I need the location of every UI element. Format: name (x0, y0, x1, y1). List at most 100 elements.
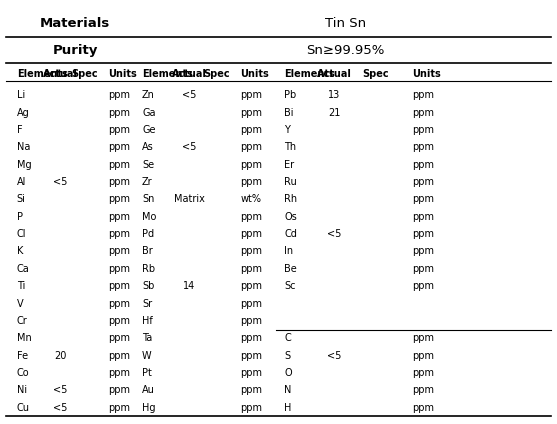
Text: <5: <5 (327, 229, 341, 239)
Text: ppm: ppm (412, 212, 434, 222)
Text: ppm: ppm (412, 403, 434, 413)
Text: Ga: Ga (142, 108, 155, 117)
Text: ppm: ppm (241, 142, 262, 152)
Text: O: O (284, 368, 292, 378)
Text: ppm: ppm (412, 351, 434, 360)
Text: Purity: Purity (52, 44, 98, 56)
Text: N: N (284, 385, 291, 395)
Text: ppm: ppm (109, 177, 130, 187)
Text: Actual: Actual (317, 69, 351, 79)
Text: ppm: ppm (412, 264, 434, 274)
Text: ppm: ppm (241, 108, 262, 117)
Text: Rh: Rh (284, 194, 297, 204)
Text: Sb: Sb (142, 281, 154, 291)
Text: Si: Si (17, 194, 26, 204)
Text: Br: Br (142, 246, 153, 257)
Text: Cu: Cu (17, 403, 30, 413)
Text: ppm: ppm (412, 385, 434, 395)
Text: ppm: ppm (241, 333, 262, 343)
Text: ppm: ppm (109, 246, 130, 257)
Text: ppm: ppm (109, 368, 130, 378)
Text: Mo: Mo (142, 212, 157, 222)
Text: ppm: ppm (412, 333, 434, 343)
Text: Tin Sn: Tin Sn (325, 17, 366, 30)
Text: 21: 21 (328, 108, 340, 117)
Text: ppm: ppm (109, 403, 130, 413)
Text: ppm: ppm (109, 298, 130, 309)
Text: ppm: ppm (412, 90, 434, 100)
Text: 14: 14 (183, 281, 196, 291)
Text: ppm: ppm (241, 246, 262, 257)
Text: ppm: ppm (412, 368, 434, 378)
Text: Spec: Spec (203, 69, 229, 79)
Text: ppm: ppm (241, 281, 262, 291)
Text: Th: Th (284, 142, 296, 152)
Text: Units: Units (241, 69, 270, 79)
Text: ppm: ppm (109, 385, 130, 395)
Text: Bi: Bi (284, 108, 294, 117)
Text: <5: <5 (182, 142, 197, 152)
Text: Actual: Actual (172, 69, 207, 79)
Text: ppm: ppm (412, 177, 434, 187)
Text: ppm: ppm (412, 108, 434, 117)
Text: ppm: ppm (109, 333, 130, 343)
Text: ppm: ppm (412, 194, 434, 204)
Text: ppm: ppm (109, 351, 130, 360)
Text: Spec: Spec (363, 69, 389, 79)
Text: Na: Na (17, 142, 30, 152)
Text: ppm: ppm (109, 90, 130, 100)
Text: ppm: ppm (241, 403, 262, 413)
Text: ppm: ppm (109, 108, 130, 117)
Text: ppm: ppm (109, 194, 130, 204)
Text: Be: Be (284, 264, 297, 274)
Text: Cl: Cl (17, 229, 26, 239)
Text: Au: Au (142, 385, 155, 395)
Text: ppm: ppm (412, 142, 434, 152)
Text: Sr: Sr (142, 298, 152, 309)
Text: ppm: ppm (412, 125, 434, 135)
Text: Sn≥99.95%: Sn≥99.95% (306, 44, 384, 56)
Text: ppm: ppm (241, 264, 262, 274)
Text: Se: Se (142, 159, 154, 170)
Text: ppm: ppm (109, 159, 130, 170)
Text: Elements: Elements (284, 69, 335, 79)
Text: Spec: Spec (71, 69, 98, 79)
Text: Actual: Actual (43, 69, 77, 79)
Text: F: F (17, 125, 22, 135)
Text: ppm: ppm (241, 385, 262, 395)
Text: wt%: wt% (241, 194, 262, 204)
Text: Ru: Ru (284, 177, 297, 187)
Text: ppm: ppm (241, 177, 262, 187)
Text: Units: Units (109, 69, 138, 79)
Text: Ni: Ni (17, 385, 27, 395)
Text: <5: <5 (53, 403, 67, 413)
Text: V: V (17, 298, 23, 309)
Text: ppm: ppm (241, 368, 262, 378)
Text: ppm: ppm (241, 351, 262, 360)
Text: ppm: ppm (412, 159, 434, 170)
Text: ppm: ppm (109, 281, 130, 291)
Text: Li: Li (17, 90, 25, 100)
Text: 13: 13 (328, 90, 340, 100)
Text: Elements: Elements (17, 69, 67, 79)
Text: As: As (142, 142, 154, 152)
Text: ppm: ppm (412, 229, 434, 239)
Text: Cd: Cd (284, 229, 297, 239)
Text: W: W (142, 351, 152, 360)
Text: H: H (284, 403, 291, 413)
Text: <5: <5 (53, 177, 67, 187)
Text: Materials: Materials (40, 17, 110, 30)
Text: Al: Al (17, 177, 26, 187)
Text: Hg: Hg (142, 403, 155, 413)
Text: Ti: Ti (17, 281, 25, 291)
Text: P: P (17, 212, 23, 222)
Text: ppm: ppm (241, 90, 262, 100)
Text: <5: <5 (53, 385, 67, 395)
Text: Ta: Ta (142, 333, 152, 343)
Text: <5: <5 (327, 351, 341, 360)
Text: <5: <5 (182, 90, 197, 100)
Text: 20: 20 (54, 351, 66, 360)
Text: C: C (284, 333, 291, 343)
Text: Mn: Mn (17, 333, 31, 343)
Text: ppm: ppm (241, 316, 262, 326)
